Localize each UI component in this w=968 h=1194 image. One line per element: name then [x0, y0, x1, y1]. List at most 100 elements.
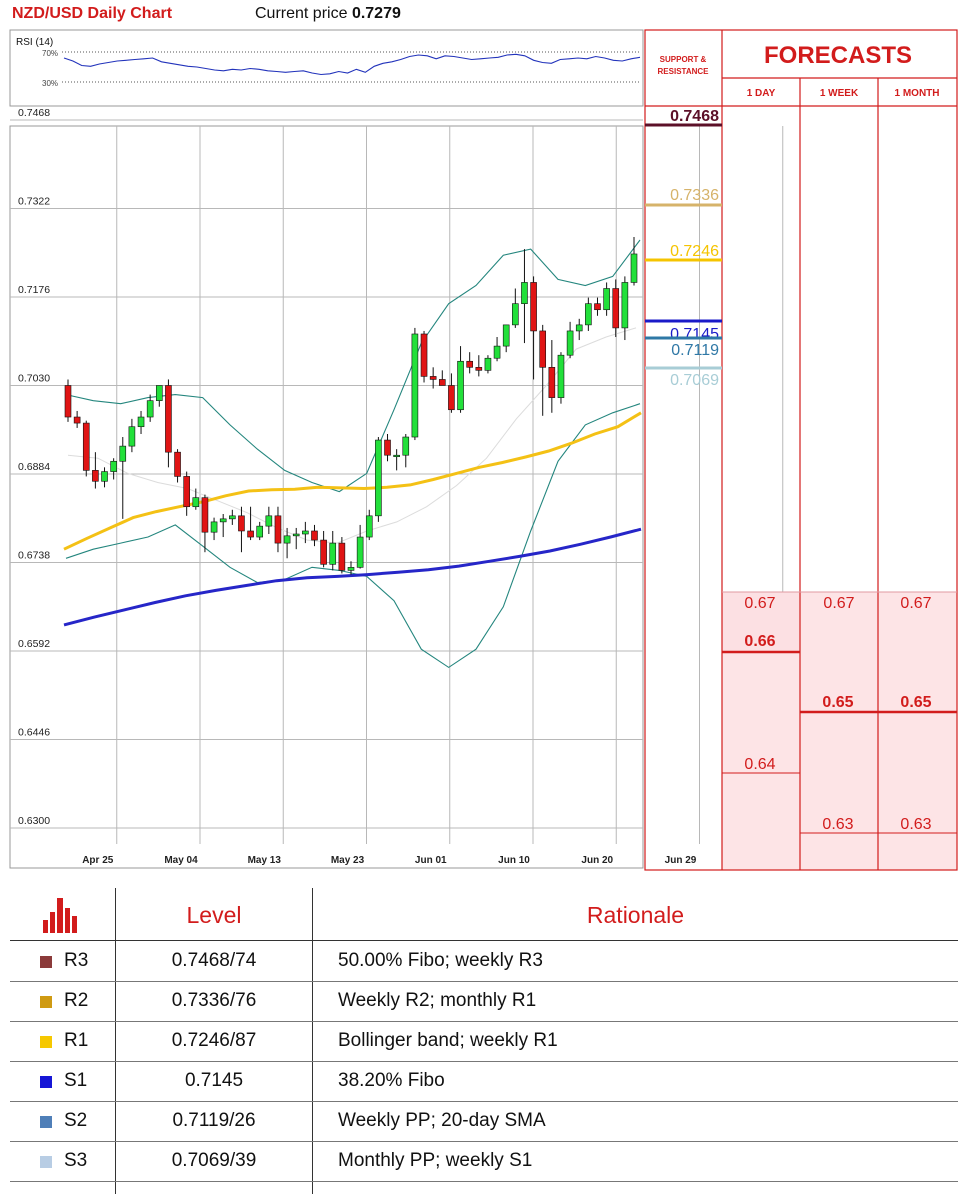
- candle-up: [256, 525, 264, 538]
- sr-label: 0.7468: [670, 108, 719, 125]
- rsi-frame: [9, 29, 644, 107]
- level-swatch: [40, 1116, 52, 1128]
- candle-up: [119, 445, 127, 462]
- y-tick-label: 0.6592: [18, 638, 50, 650]
- x-tick-label: May 04: [164, 855, 198, 866]
- candle-up: [411, 333, 419, 438]
- col-1-month: 1 MONTH: [895, 88, 940, 99]
- sr-label: 0.7246: [670, 243, 719, 260]
- candle-down: [274, 515, 282, 544]
- candle-down: [64, 385, 72, 418]
- rsi-label: RSI (14): [16, 37, 53, 48]
- candle-down: [539, 330, 547, 368]
- candle-up: [219, 518, 227, 523]
- candle-down: [201, 497, 209, 533]
- fc-week-low: 0.63: [822, 816, 853, 833]
- candle-up: [146, 400, 154, 418]
- level-swatch: [40, 1076, 52, 1088]
- forecasts-title: FORECASTS: [764, 42, 912, 69]
- level-header: Level: [186, 902, 242, 928]
- candle-up: [502, 324, 510, 347]
- y-tick-label: 0.6884: [18, 461, 50, 473]
- fc-month-mid: 0.65: [900, 694, 931, 711]
- level-row-r2: R2 0.7336/76 Weekly R2; monthly R1: [10, 981, 958, 1022]
- level-code: R1: [64, 1030, 89, 1051]
- x-tick-label: May 23: [331, 855, 365, 866]
- fc-day-low: 0.64: [744, 756, 775, 773]
- fc-day-top: 0.67: [744, 595, 775, 612]
- candle-up: [603, 288, 610, 311]
- candle-down: [466, 360, 473, 368]
- candle-up: [128, 426, 136, 447]
- sma-blue: [63, 527, 642, 627]
- level-rationale: Weekly R2; monthly R1: [338, 990, 537, 1011]
- candle-up: [192, 497, 200, 508]
- candle-up: [630, 253, 638, 283]
- candle-down: [238, 515, 245, 532]
- level-value: 0.7119/26: [172, 1110, 256, 1131]
- sr-label: 0.7336: [670, 187, 719, 204]
- candle-up: [566, 330, 574, 356]
- rsi-70-label: 70%: [42, 49, 58, 58]
- rationale-header: Rationale: [586, 902, 685, 928]
- x-tick-label: Jun 20: [581, 855, 613, 866]
- candle-up: [512, 303, 519, 326]
- candle-up: [292, 533, 300, 537]
- fc-week-top: 0.67: [823, 595, 854, 612]
- current-price-label: Current price: [255, 5, 348, 22]
- sr-label: 0.7119: [671, 342, 719, 359]
- chart-title: NZD/USD Daily Chart: [12, 5, 173, 22]
- rsi-line: [63, 53, 641, 76]
- y-tick-label: 0.6738: [18, 550, 50, 562]
- candle-up: [356, 536, 364, 568]
- y-tick-label: 0.7468: [18, 107, 50, 119]
- level-rationale: Bollinger band; weekly R1: [338, 1030, 558, 1051]
- candle-up: [329, 542, 337, 565]
- candle-up: [365, 515, 373, 538]
- candle-up: [493, 345, 501, 359]
- col-1-day: 1 DAY: [747, 88, 776, 99]
- x-tick-label: May 13: [248, 855, 282, 866]
- candle-down: [82, 422, 90, 471]
- x-tick-label: Apr 25: [82, 855, 114, 866]
- candle-up: [265, 515, 273, 527]
- level-swatch: [40, 1036, 52, 1048]
- candle-down: [530, 282, 537, 332]
- level-value: 0.7336/76: [171, 990, 257, 1011]
- candle-down: [420, 333, 428, 377]
- level-rationale: Weekly PP; 20-day SMA: [338, 1110, 546, 1131]
- candle-up: [557, 354, 565, 398]
- forecast-grid: [644, 29, 958, 871]
- candle-up: [110, 460, 117, 472]
- price-chart: 0.7468 0.7322 0.7176 0.7030 0.6884 0.6738 0.65…: [9, 107, 784, 869]
- candle-down: [320, 539, 327, 565]
- current-price: Current price 0.7279: [255, 5, 401, 23]
- forecast-lines: [722, 591, 957, 834]
- level-code: S3: [64, 1150, 88, 1171]
- header-rule: [10, 940, 958, 941]
- candle-down: [183, 476, 190, 508]
- candle-down: [247, 530, 254, 538]
- y-axis: 0.7468 0.7322 0.7176 0.7030 0.6884 0.6738 0.65…: [18, 107, 50, 827]
- candle-down: [594, 303, 601, 311]
- bar-chart-icon: [43, 898, 77, 933]
- forecast-day-cell: [722, 592, 800, 652]
- level-row-s3: S3 0.7069/39 Monthly PP; weekly S1: [10, 1141, 958, 1182]
- fc-day-mid: 0.66: [744, 633, 775, 650]
- sr-label: 0.7069: [670, 372, 719, 389]
- candle-up: [457, 360, 464, 411]
- candle-down: [429, 376, 437, 380]
- y-tick-label: 0.6446: [18, 727, 50, 739]
- candle-up: [137, 416, 145, 428]
- candle-up: [393, 454, 400, 458]
- x-tick-label: Jun 10: [498, 855, 530, 866]
- candle-up: [585, 303, 592, 326]
- level-value: 0.7468/74: [171, 950, 257, 971]
- candle-up: [302, 530, 309, 535]
- x-tick-label: Jun 29: [665, 855, 697, 866]
- level-row-s2: S2 0.7119/26 Weekly PP; 20-day SMA: [10, 1101, 958, 1142]
- candle-up: [101, 471, 108, 482]
- fc-week-mid: 0.65: [822, 694, 853, 711]
- level-value: 0.7145: [184, 1070, 244, 1091]
